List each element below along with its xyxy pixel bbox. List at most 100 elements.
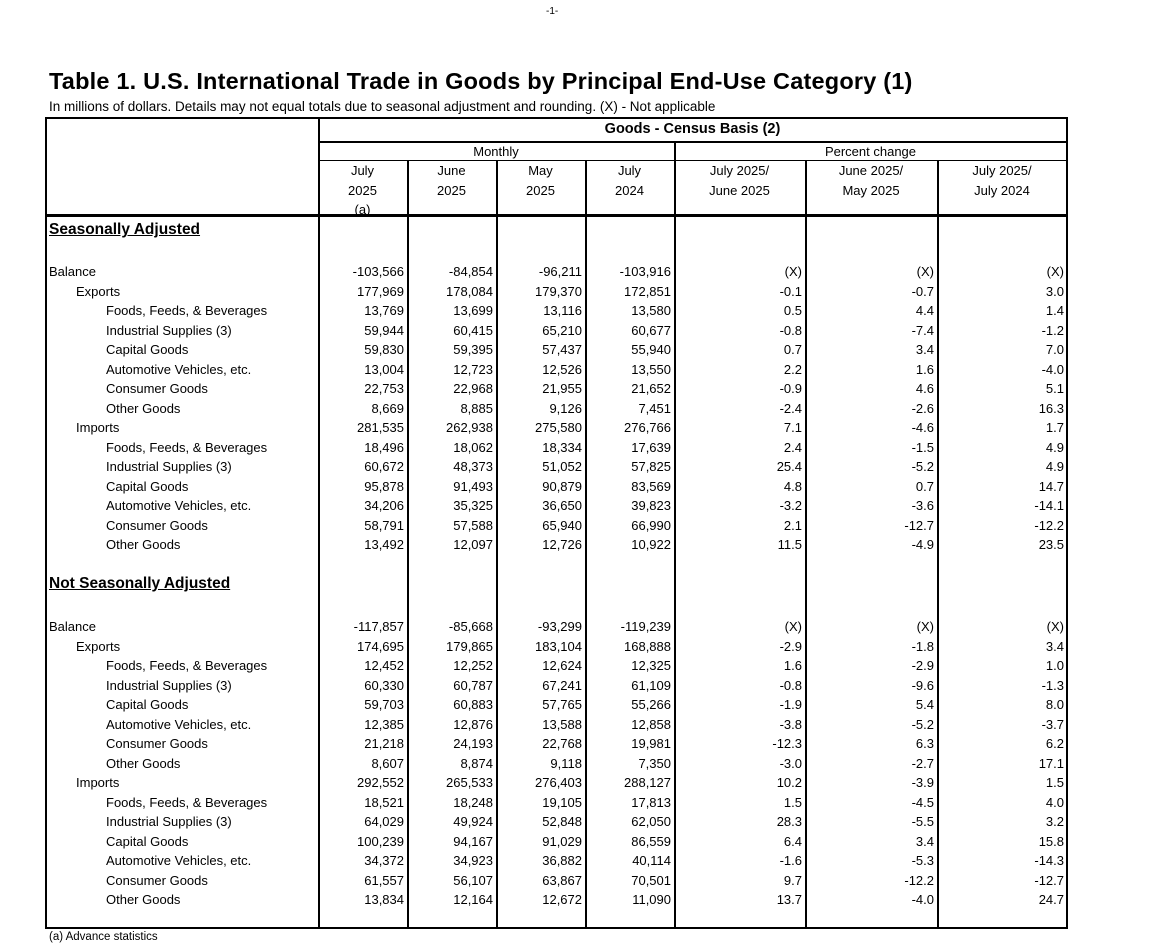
row-label: Other Goods: [106, 400, 181, 416]
table-cell: 65,940: [542, 517, 582, 533]
table-cell: -2.9: [779, 638, 802, 654]
row-label: Capital Goods: [106, 833, 189, 849]
table-cell: 36,650: [542, 498, 582, 513]
table-cell: 179,370: [535, 283, 582, 299]
table-cell: -5.3: [911, 853, 934, 868]
table-cell: -12.7: [904, 517, 934, 533]
table-cell: 61,109: [631, 677, 671, 693]
table-cell: 36,882: [542, 853, 582, 868]
column-header: July 2024: [974, 182, 1030, 198]
table-cell: 276,403: [535, 775, 582, 790]
table-cell: 63,867: [542, 872, 582, 888]
table-rule: [407, 160, 409, 927]
row-label: Imports: [76, 420, 120, 435]
table-cell: -4.0: [1041, 361, 1064, 377]
table-cell: 12,252: [453, 658, 493, 673]
table-cell: -3.7: [1041, 716, 1064, 732]
table-cell: 12,624: [542, 658, 582, 673]
table-rule: [45, 117, 47, 929]
column-header: May: [528, 163, 553, 178]
table-cell: (X): [916, 619, 934, 634]
table-cell: 179,865: [446, 638, 493, 654]
table-cell: -5.2: [911, 459, 934, 474]
table-cell: 13,580: [631, 303, 671, 318]
table-rule: [318, 141, 1067, 143]
table-cell: -14.1: [1034, 498, 1064, 513]
column-header: June: [437, 163, 466, 178]
table-cell: -0.8: [779, 322, 802, 338]
table-cell: -85,668: [448, 619, 493, 634]
table-cell: 57,765: [542, 697, 582, 712]
table-cell: 90,879: [542, 478, 582, 494]
table-cell: -96,211: [538, 264, 582, 279]
table-cell: 60,787: [453, 677, 493, 693]
table-cell: 95,878: [364, 478, 404, 494]
table-cell: 14.7: [1038, 478, 1064, 494]
table-cell: 12,526: [542, 361, 582, 377]
table-cell: 292,552: [357, 775, 404, 790]
table-cell: 55,266: [631, 697, 671, 712]
table-cell: -3.6: [911, 498, 934, 513]
table-rule: [805, 160, 807, 927]
table-cell: 59,830: [364, 342, 404, 357]
table-rule: [318, 117, 320, 927]
table-cell: 59,395: [453, 342, 493, 357]
table-cell: -7.4: [911, 322, 934, 338]
table-cell: 91,493: [453, 478, 493, 494]
table-cell: 7,451: [638, 400, 671, 416]
table-cell: 0.5: [783, 303, 802, 318]
table-cell: 61,557: [364, 872, 404, 888]
table-cell: -3.2: [779, 498, 802, 513]
table-cell: 18,062: [453, 439, 493, 455]
row-label: Automotive Vehicles, etc.: [106, 361, 252, 377]
table-cell: 19,105: [542, 794, 582, 810]
table-cell: 12,858: [631, 716, 671, 732]
row-label: Automotive Vehicles, etc.: [106, 498, 252, 513]
table-cell: 288,127: [624, 775, 671, 790]
table-cell: 1.6: [915, 361, 934, 377]
column-header: July: [617, 163, 642, 178]
table-cell: 52,848: [542, 814, 582, 829]
table-cell: 60,330: [364, 677, 404, 693]
column-header: (a): [354, 202, 371, 217]
table-rule: [318, 160, 1067, 161]
table-cell: 8.0: [1045, 697, 1064, 712]
row-label: Consumer Goods: [106, 736, 208, 751]
table-cell: 57,588: [453, 517, 493, 533]
percent-change-header: Percent change: [824, 144, 917, 159]
table-cell: -2.4: [779, 400, 802, 416]
table-cell: -1.6: [779, 853, 802, 868]
table-cell: 12,452: [364, 658, 404, 673]
table-cell: 35,325: [453, 498, 493, 513]
row-label: Capital Goods: [106, 697, 189, 712]
table-cell: 174,695: [357, 638, 404, 654]
table-cell: 24,193: [453, 736, 493, 751]
table-cell: (X): [916, 264, 934, 279]
table-cell: 8,874: [460, 755, 493, 771]
table-cell: 21,955: [542, 381, 582, 396]
table-cell: 12,876: [453, 716, 493, 732]
table-cell: 6.4: [783, 833, 802, 849]
table-cell: 265,533: [446, 775, 493, 790]
column-header: 2025: [437, 182, 466, 198]
row-label: Other Goods: [106, 537, 181, 552]
table-cell: 3.4: [915, 833, 934, 849]
table-cell: 66,990: [631, 517, 671, 533]
table-cell: -0.7: [911, 283, 934, 299]
row-label: Foods, Feeds, & Beverages: [106, 794, 268, 810]
table-cell: 4.6: [915, 381, 934, 396]
table-cell: 25.4: [776, 459, 802, 474]
table-cell: 60,672: [364, 459, 404, 474]
table-cell: -1.5: [911, 439, 934, 455]
table-cell: -12.7: [1034, 872, 1064, 888]
table-cell: 91,029: [542, 833, 582, 849]
table-cell: 19,981: [631, 736, 671, 751]
table-cell: 67,241: [542, 677, 582, 693]
table-cell: 17,639: [631, 439, 671, 455]
table-cell: 13,769: [364, 303, 404, 318]
table-cell: -0.9: [779, 381, 802, 396]
table-cell: 83,569: [631, 478, 671, 494]
table-cell: 34,206: [364, 498, 404, 513]
table-rule: [45, 117, 1068, 119]
